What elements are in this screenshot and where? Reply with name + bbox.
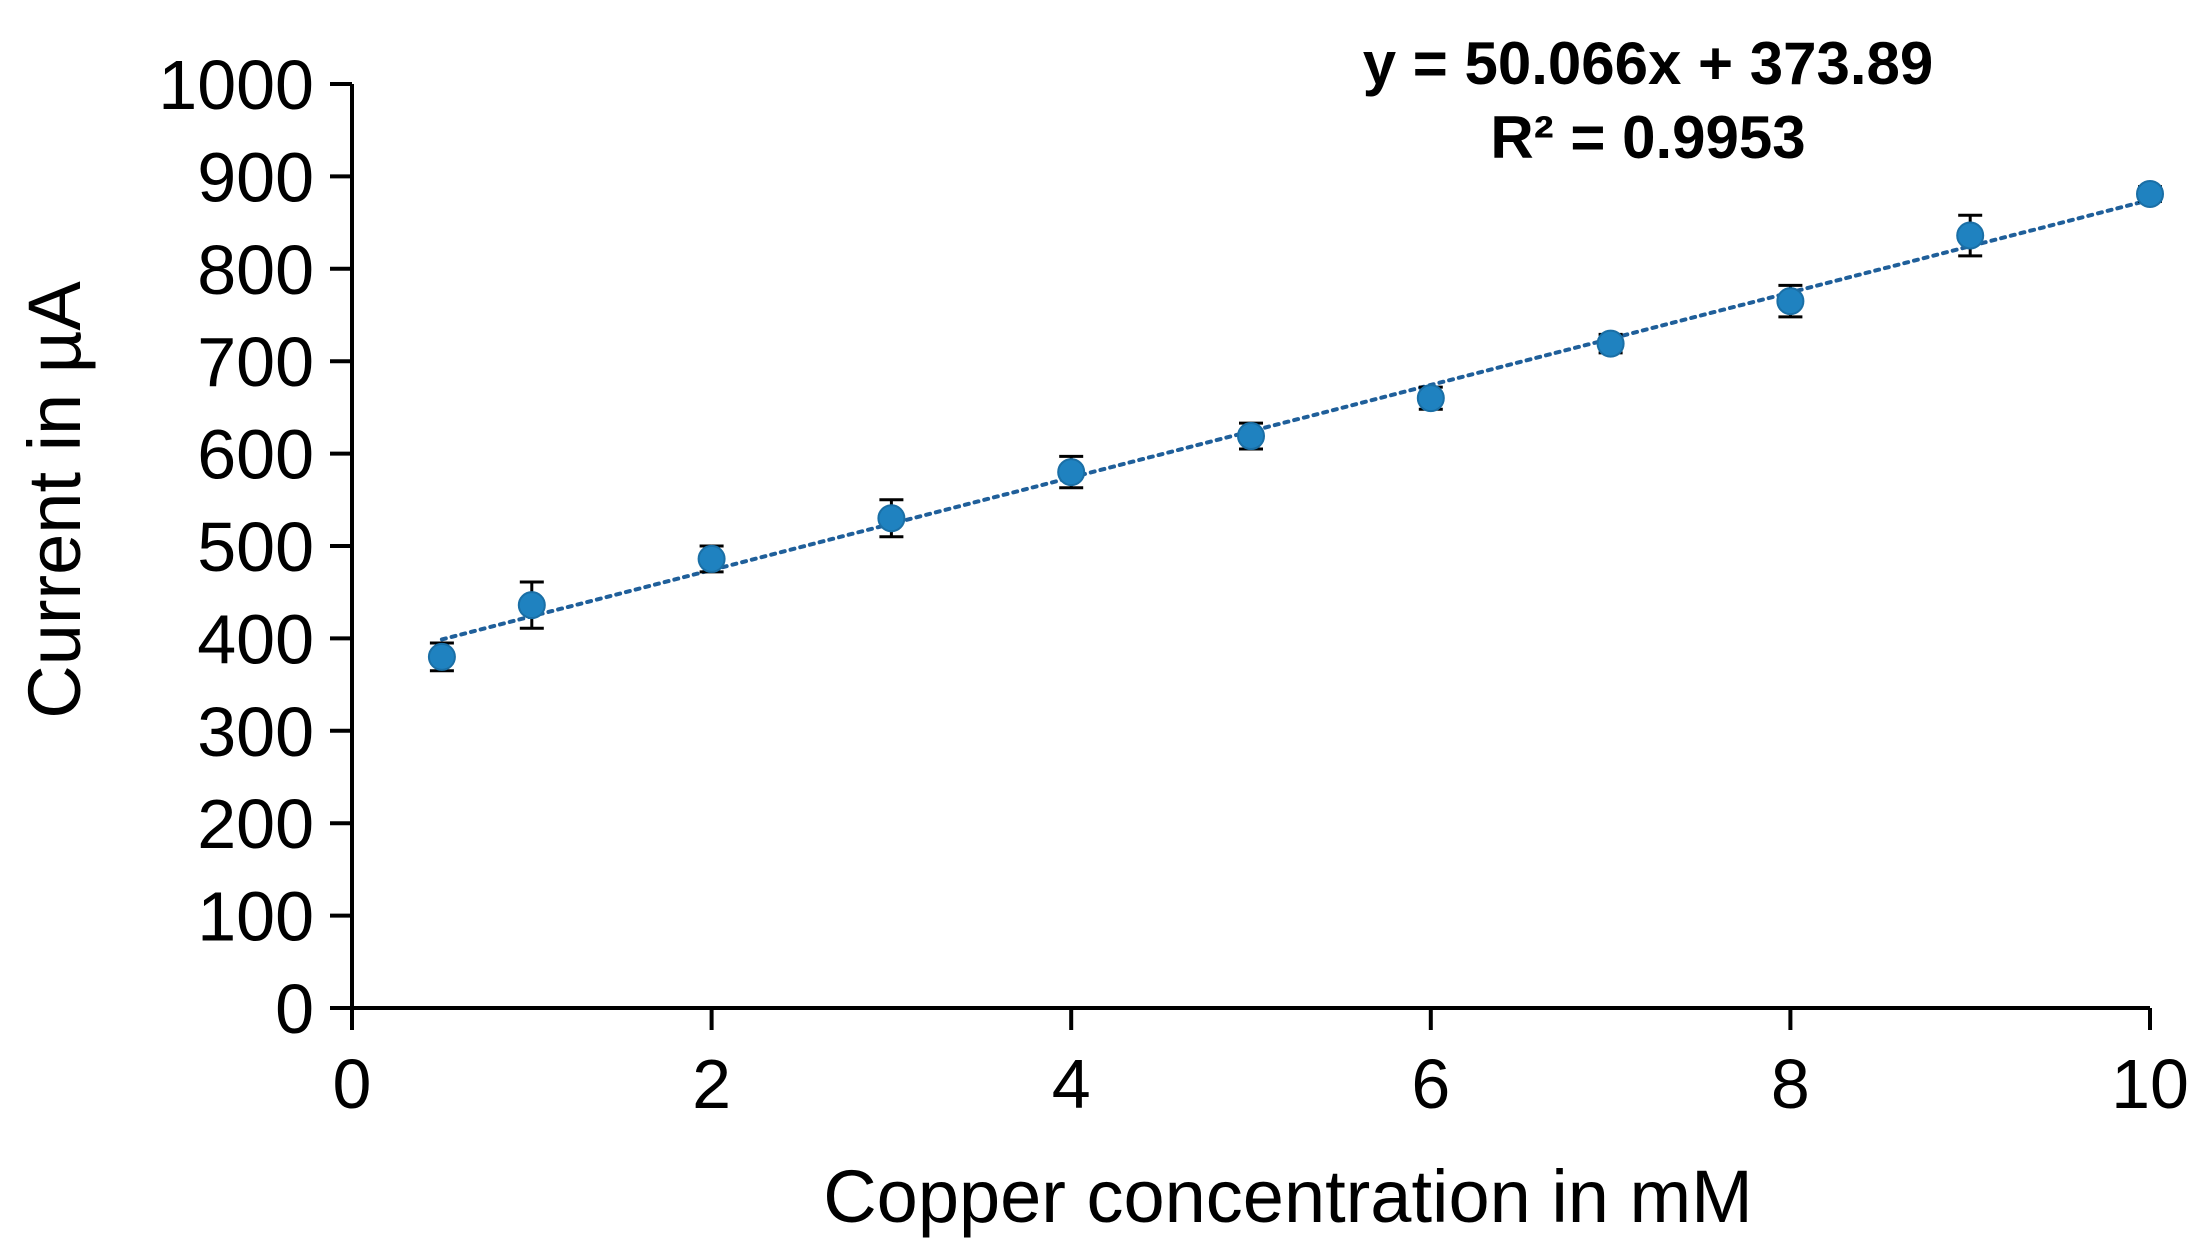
marker [697, 544, 726, 573]
trendline [439, 197, 2152, 642]
data-point [1776, 283, 1805, 319]
y-tick-label: 1000 [158, 46, 314, 124]
x-tick-label: 4 [1052, 1045, 1091, 1123]
marker [877, 504, 906, 533]
y-tick-label: 300 [197, 693, 314, 771]
data-point [1057, 454, 1086, 490]
marker [2136, 179, 2164, 208]
marker [1596, 329, 1625, 358]
axes [330, 82, 2152, 1030]
y-tick-label: 900 [197, 138, 314, 216]
data-point [1237, 421, 1265, 451]
x-tick-label: 8 [1771, 1045, 1810, 1123]
data-point [1596, 329, 1625, 358]
x-tick-label: 0 [333, 1045, 372, 1123]
data-point [427, 641, 456, 673]
data-point [697, 544, 726, 574]
marker [1416, 384, 1445, 413]
y-tick-label: 600 [197, 416, 314, 494]
x-tick-label: 6 [1411, 1045, 1450, 1123]
y-tick-label: 400 [197, 600, 314, 678]
x-axis-title: Copper concentration in mM [823, 1155, 1753, 1238]
trendline-layer [439, 197, 2152, 642]
data-point [1416, 384, 1445, 413]
y-tick-label: 700 [197, 323, 314, 401]
y-tick-label: 200 [197, 785, 314, 863]
x-tick-label: 2 [692, 1045, 731, 1123]
data-point [517, 580, 546, 630]
data-points [427, 179, 2164, 673]
tick-labels: 0 100 200 300 400 500 600 700 800 900 1000 0 2 4 6 8 10 [158, 46, 2189, 1123]
marker [427, 642, 456, 671]
y-axis-title: Current in µA [13, 281, 96, 719]
data-point [2136, 179, 2164, 208]
y-tick-label: 800 [197, 231, 314, 309]
y-tick-label: 0 [275, 970, 314, 1048]
y-tick-label: 500 [197, 508, 314, 586]
data-point [877, 498, 906, 539]
marker [517, 591, 546, 620]
y-tick-label: 100 [197, 878, 314, 956]
marker [1956, 221, 1985, 250]
x-tick-label: 10 [2111, 1045, 2189, 1123]
data-point [1956, 213, 1985, 258]
trendline-equation: y = 50.066x + 373.89 [1363, 30, 1934, 97]
marker [1776, 287, 1805, 316]
marker [1237, 422, 1265, 451]
r-squared-label: R² = 0.9953 [1490, 104, 1805, 171]
marker [1057, 458, 1086, 487]
